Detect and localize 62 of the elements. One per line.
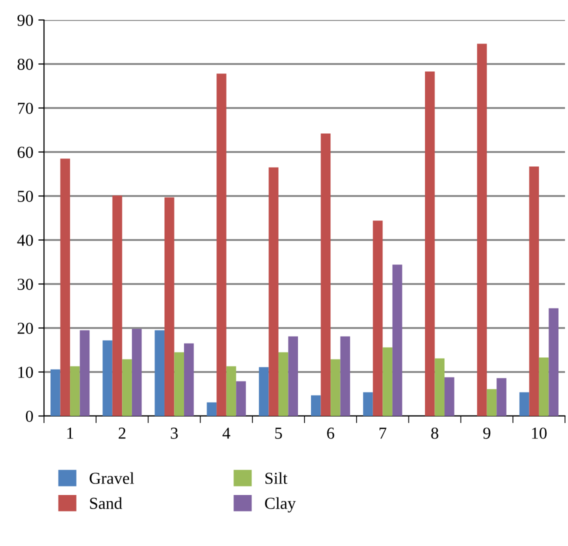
bar (184, 343, 194, 416)
bar (80, 330, 90, 416)
bar (154, 330, 164, 416)
bar (278, 352, 288, 416)
y-tick-label: 90 (17, 14, 33, 26)
y-tick-label: 0 (26, 410, 33, 422)
y-tick-label: 50 (18, 190, 33, 202)
bar (216, 74, 226, 416)
bar (372, 220, 383, 416)
bar (424, 71, 435, 416)
y-tick-label: 30 (18, 278, 33, 290)
y-tick-label: 10 (18, 366, 33, 378)
legend-label: Sand (90, 497, 122, 509)
y-tick-label: 20 (18, 322, 33, 334)
x-tick-label: 9 (483, 428, 490, 439)
y-tick-label: 40 (17, 234, 33, 246)
bar (174, 352, 184, 416)
bar (477, 44, 487, 416)
bar (320, 134, 331, 416)
x-tick-label: 1 (67, 428, 74, 439)
x-tick-label: 3 (170, 428, 178, 439)
bar (132, 328, 142, 416)
bar (206, 402, 217, 416)
bar (496, 378, 506, 416)
bar (330, 359, 340, 416)
bar (122, 359, 132, 416)
bar (70, 366, 80, 416)
bar (444, 377, 454, 416)
bar (50, 369, 60, 416)
bar (258, 367, 269, 416)
x-tick-label: 10 (532, 428, 547, 439)
bar (164, 197, 174, 416)
bar (311, 395, 321, 416)
x-tick-label: 5 (275, 428, 282, 439)
bar (363, 392, 373, 416)
bar (60, 158, 70, 416)
bar (519, 392, 530, 416)
bar (548, 308, 558, 416)
bar (382, 347, 392, 416)
bar (392, 264, 402, 416)
x-tick-label: 4 (222, 428, 230, 439)
legend-label: Gravel (90, 472, 134, 484)
bar (486, 389, 497, 416)
bar (226, 366, 236, 416)
x-tick-label: 7 (380, 428, 386, 439)
y-tick-label: 80 (18, 58, 33, 70)
legend-label: Clay (265, 497, 296, 512)
bar (340, 336, 350, 416)
legend-label: Silt (265, 472, 288, 484)
bar (268, 167, 278, 416)
bar (538, 357, 549, 416)
bar (236, 381, 246, 416)
x-tick-label: 6 (327, 428, 334, 439)
y-tick-label: 60 (18, 146, 33, 158)
bar (434, 358, 445, 416)
x-tick-label: 2 (118, 428, 126, 439)
bar (288, 336, 298, 416)
bar (529, 166, 539, 416)
y-tick-label: 70 (18, 102, 33, 114)
bar (102, 340, 112, 416)
x-tick-label: 8 (431, 428, 438, 439)
bar (112, 196, 122, 416)
